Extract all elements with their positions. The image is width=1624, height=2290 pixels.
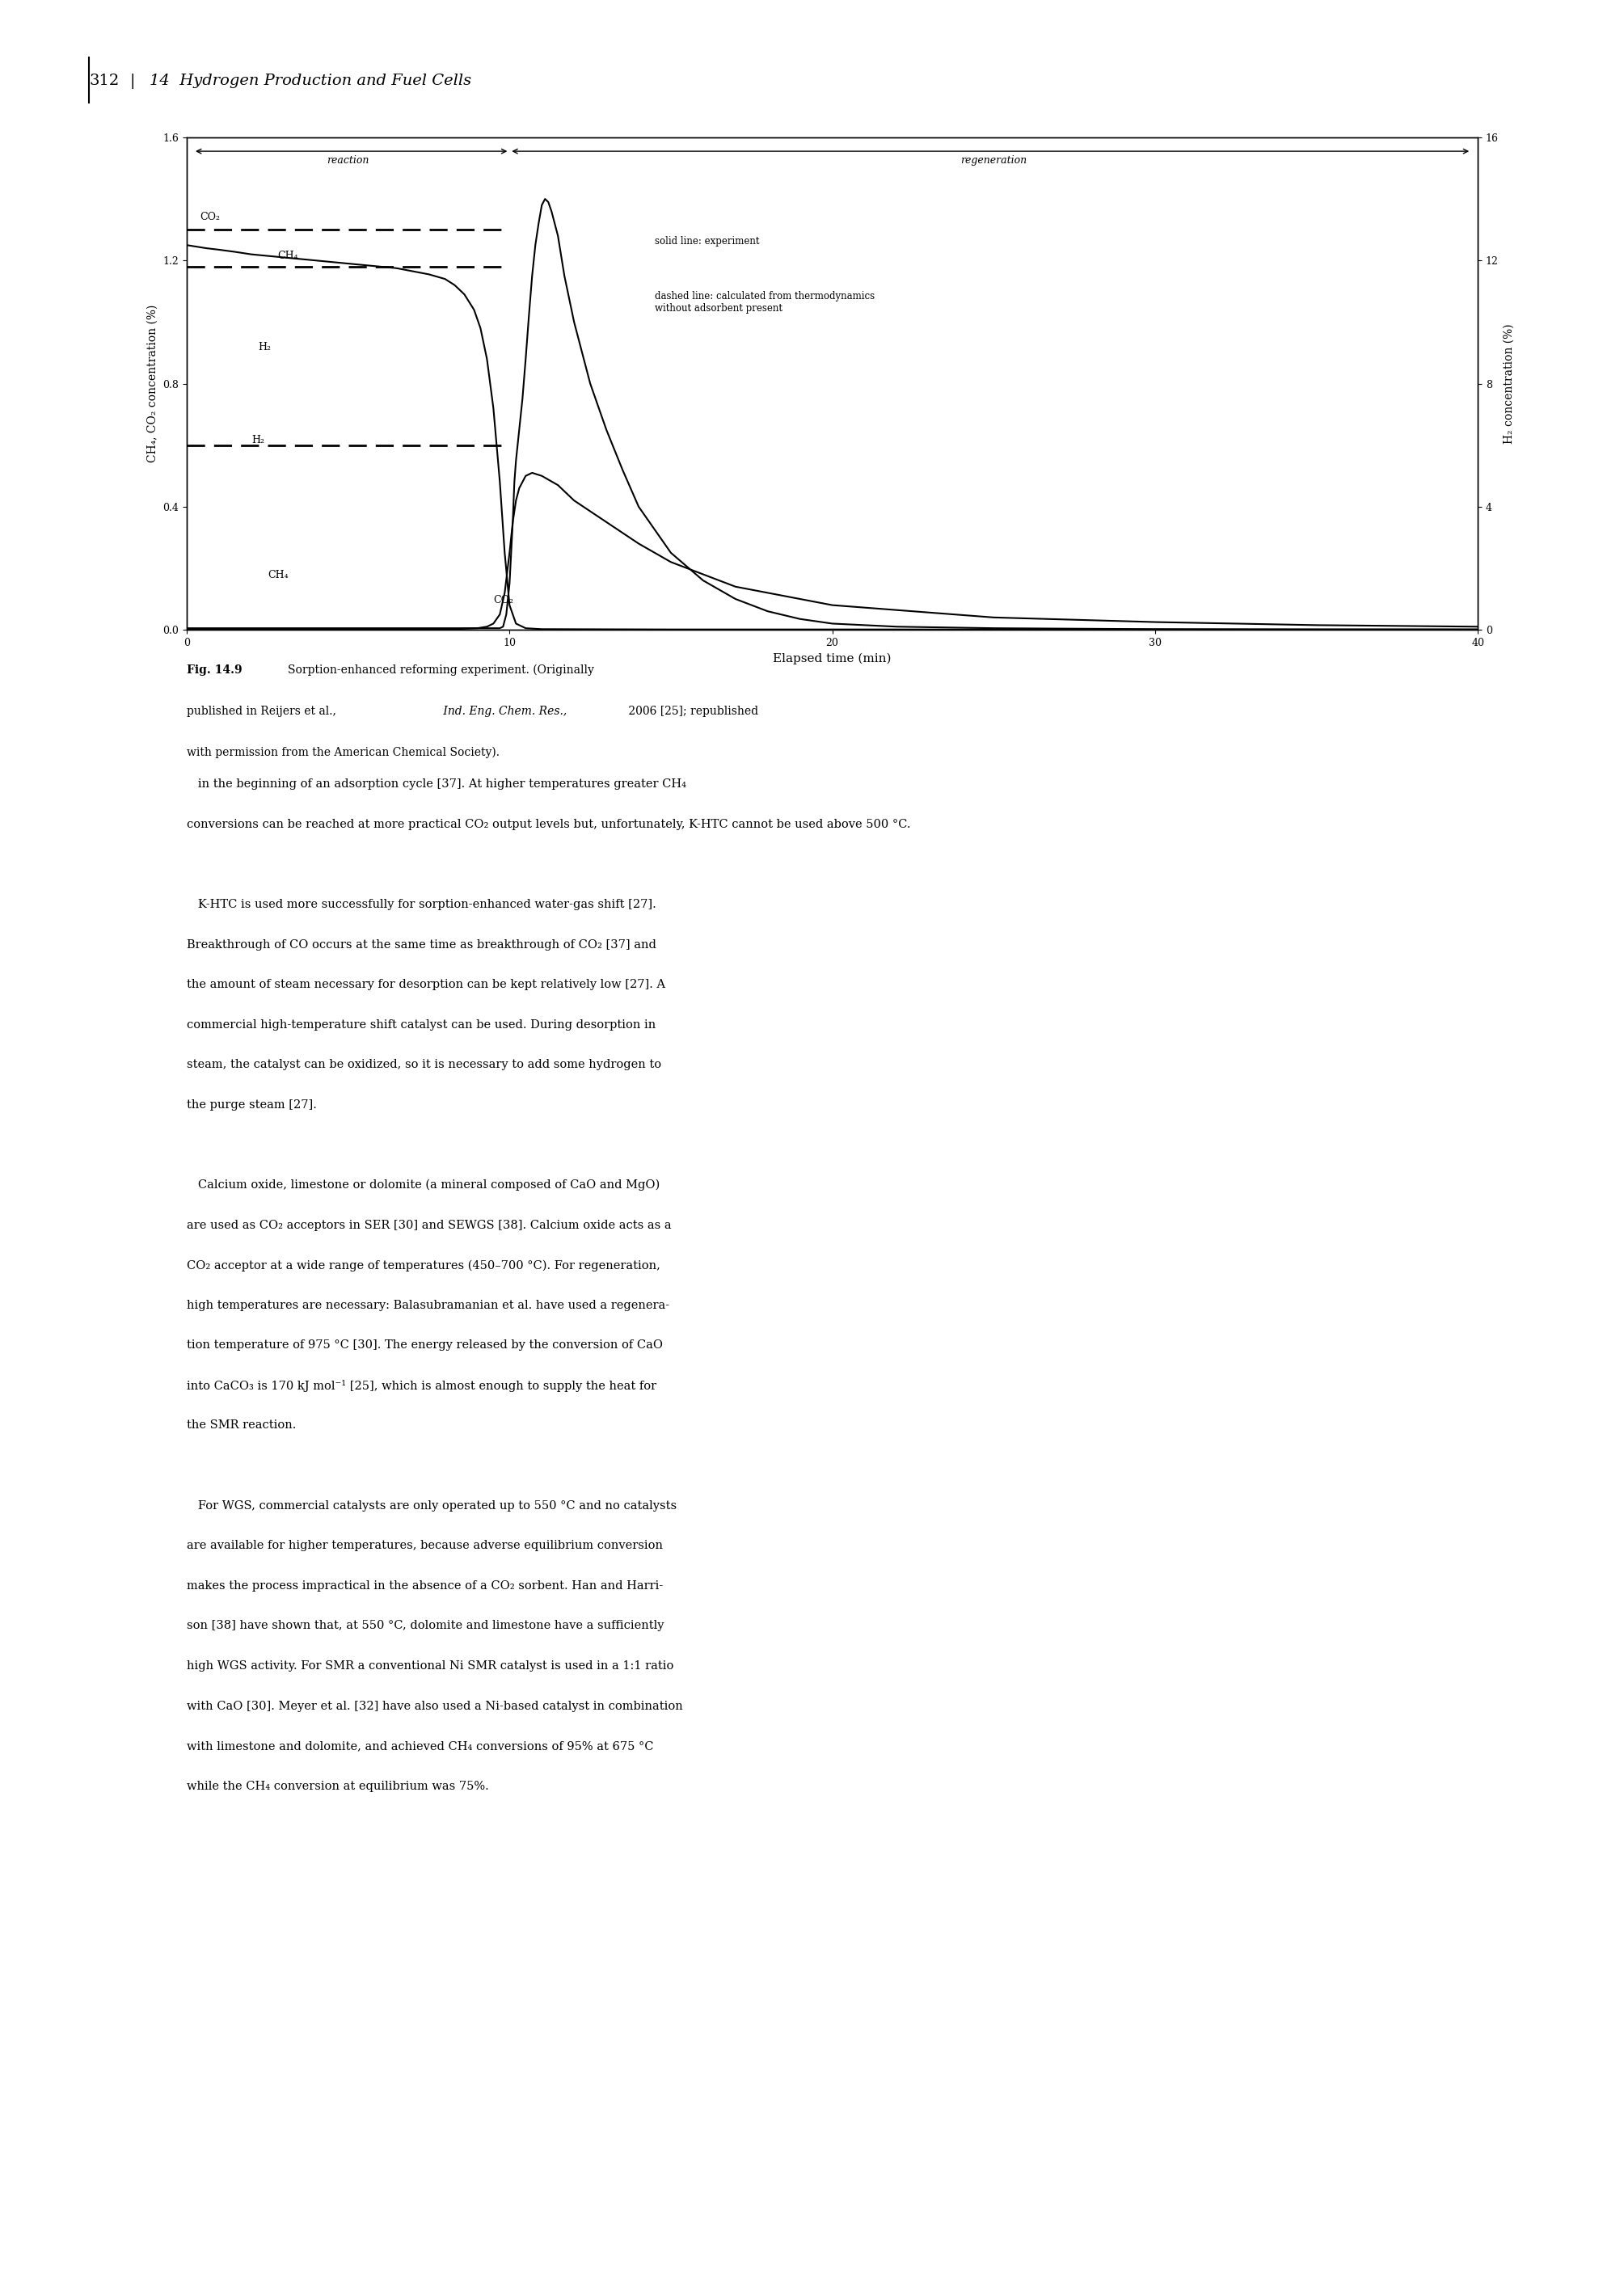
Text: reaction: reaction	[326, 156, 369, 165]
Y-axis label: H₂ concentration (%): H₂ concentration (%)	[1504, 323, 1515, 444]
Text: Calcium oxide, limestone or dolomite (a mineral composed of CaO and MgO): Calcium oxide, limestone or dolomite (a …	[187, 1179, 659, 1191]
Text: high temperatures are necessary: Balasubramanian et al. have used a regenera-: high temperatures are necessary: Balasub…	[187, 1301, 669, 1310]
Text: dashed line: calculated from thermodynamics
without adsorbent present: dashed line: calculated from thermodynam…	[654, 291, 875, 314]
Text: Fig. 14.9: Fig. 14.9	[187, 664, 242, 676]
Text: Breakthrough of CO occurs at the same time as breakthrough of CO₂ [37] and: Breakthrough of CO occurs at the same ti…	[187, 939, 656, 950]
Text: H₂: H₂	[258, 341, 271, 353]
Text: CO₂: CO₂	[200, 211, 219, 222]
Text: H₂: H₂	[252, 435, 265, 444]
Text: in the beginning of an adsorption cycle [37]. At higher temperatures greater CH₄: in the beginning of an adsorption cycle …	[187, 779, 687, 790]
Text: For WGS, commercial catalysts are only operated up to 550 °C and no catalysts: For WGS, commercial catalysts are only o…	[187, 1500, 677, 1511]
Text: the SMR reaction.: the SMR reaction.	[187, 1420, 296, 1431]
Text: 312: 312	[89, 73, 120, 87]
Text: |: |	[130, 73, 135, 89]
Text: 2006 [25]; republished: 2006 [25]; republished	[625, 705, 758, 717]
Text: Sorption-enhanced reforming experiment. (Originally: Sorption-enhanced reforming experiment. …	[287, 664, 594, 676]
X-axis label: Elapsed time (min): Elapsed time (min)	[773, 653, 892, 664]
Text: published in Reijers et al.,: published in Reijers et al.,	[187, 705, 336, 717]
Text: K-HTC is used more successfully for sorption-enhanced water-gas shift [27].: K-HTC is used more successfully for sorp…	[187, 898, 656, 909]
Text: commercial high-temperature shift catalyst can be used. During desorption in: commercial high-temperature shift cataly…	[187, 1019, 656, 1030]
Text: with permission from the American Chemical Society).: with permission from the American Chemic…	[187, 747, 500, 758]
Text: solid line: experiment: solid line: experiment	[654, 236, 760, 247]
Text: CO₂: CO₂	[494, 595, 513, 605]
Text: conversions can be reached at more practical CO₂ output levels but, unfortunatel: conversions can be reached at more pract…	[187, 818, 911, 829]
Text: while the CH₄ conversion at equilibrium was 75%.: while the CH₄ conversion at equilibrium …	[187, 1782, 489, 1791]
Text: with limestone and dolomite, and achieved CH₄ conversions of 95% at 675 °C: with limestone and dolomite, and achieve…	[187, 1740, 653, 1752]
Text: into CaCO₃ is 170 kJ mol⁻¹ [25], which is almost enough to supply the heat for: into CaCO₃ is 170 kJ mol⁻¹ [25], which i…	[187, 1379, 656, 1392]
Text: CH₄: CH₄	[278, 250, 297, 261]
Text: Ind. Eng. Chem. Res.,: Ind. Eng. Chem. Res.,	[440, 705, 567, 717]
Text: makes the process impractical in the absence of a CO₂ sorbent. Han and Harri-: makes the process impractical in the abs…	[187, 1580, 663, 1592]
Text: are used as CO₂ acceptors in SER [30] and SEWGS [38]. Calcium oxide acts as a: are used as CO₂ acceptors in SER [30] an…	[187, 1218, 671, 1230]
Text: the amount of steam necessary for desorption can be kept relatively low [27]. A: the amount of steam necessary for desorp…	[187, 980, 666, 989]
Text: 14  Hydrogen Production and Fuel Cells: 14 Hydrogen Production and Fuel Cells	[149, 73, 471, 87]
Text: are available for higher temperatures, because adverse equilibrium conversion: are available for higher temperatures, b…	[187, 1539, 663, 1550]
Text: high WGS activity. For SMR a conventional Ni SMR catalyst is used in a 1:1 ratio: high WGS activity. For SMR a conventiona…	[187, 1660, 674, 1672]
Text: tion temperature of 975 °C [30]. The energy released by the conversion of CaO: tion temperature of 975 °C [30]. The ene…	[187, 1340, 663, 1351]
Text: son [38] have shown that, at 550 °C, dolomite and limestone have a sufficiently: son [38] have shown that, at 550 °C, dol…	[187, 1621, 664, 1630]
Text: regeneration: regeneration	[960, 156, 1026, 165]
Text: steam, the catalyst can be oxidized, so it is necessary to add some hydrogen to: steam, the catalyst can be oxidized, so …	[187, 1058, 661, 1069]
Text: the purge steam [27].: the purge steam [27].	[187, 1099, 317, 1111]
Text: with CaO [30]. Meyer et al. [32] have also used a Ni-based catalyst in combinati: with CaO [30]. Meyer et al. [32] have al…	[187, 1699, 684, 1711]
Text: CO₂ acceptor at a wide range of temperatures (450–700 °C). For regeneration,: CO₂ acceptor at a wide range of temperat…	[187, 1260, 661, 1271]
Y-axis label: CH₄, CO₂ concentration (%): CH₄, CO₂ concentration (%)	[148, 305, 159, 463]
Text: CH₄: CH₄	[268, 570, 287, 582]
